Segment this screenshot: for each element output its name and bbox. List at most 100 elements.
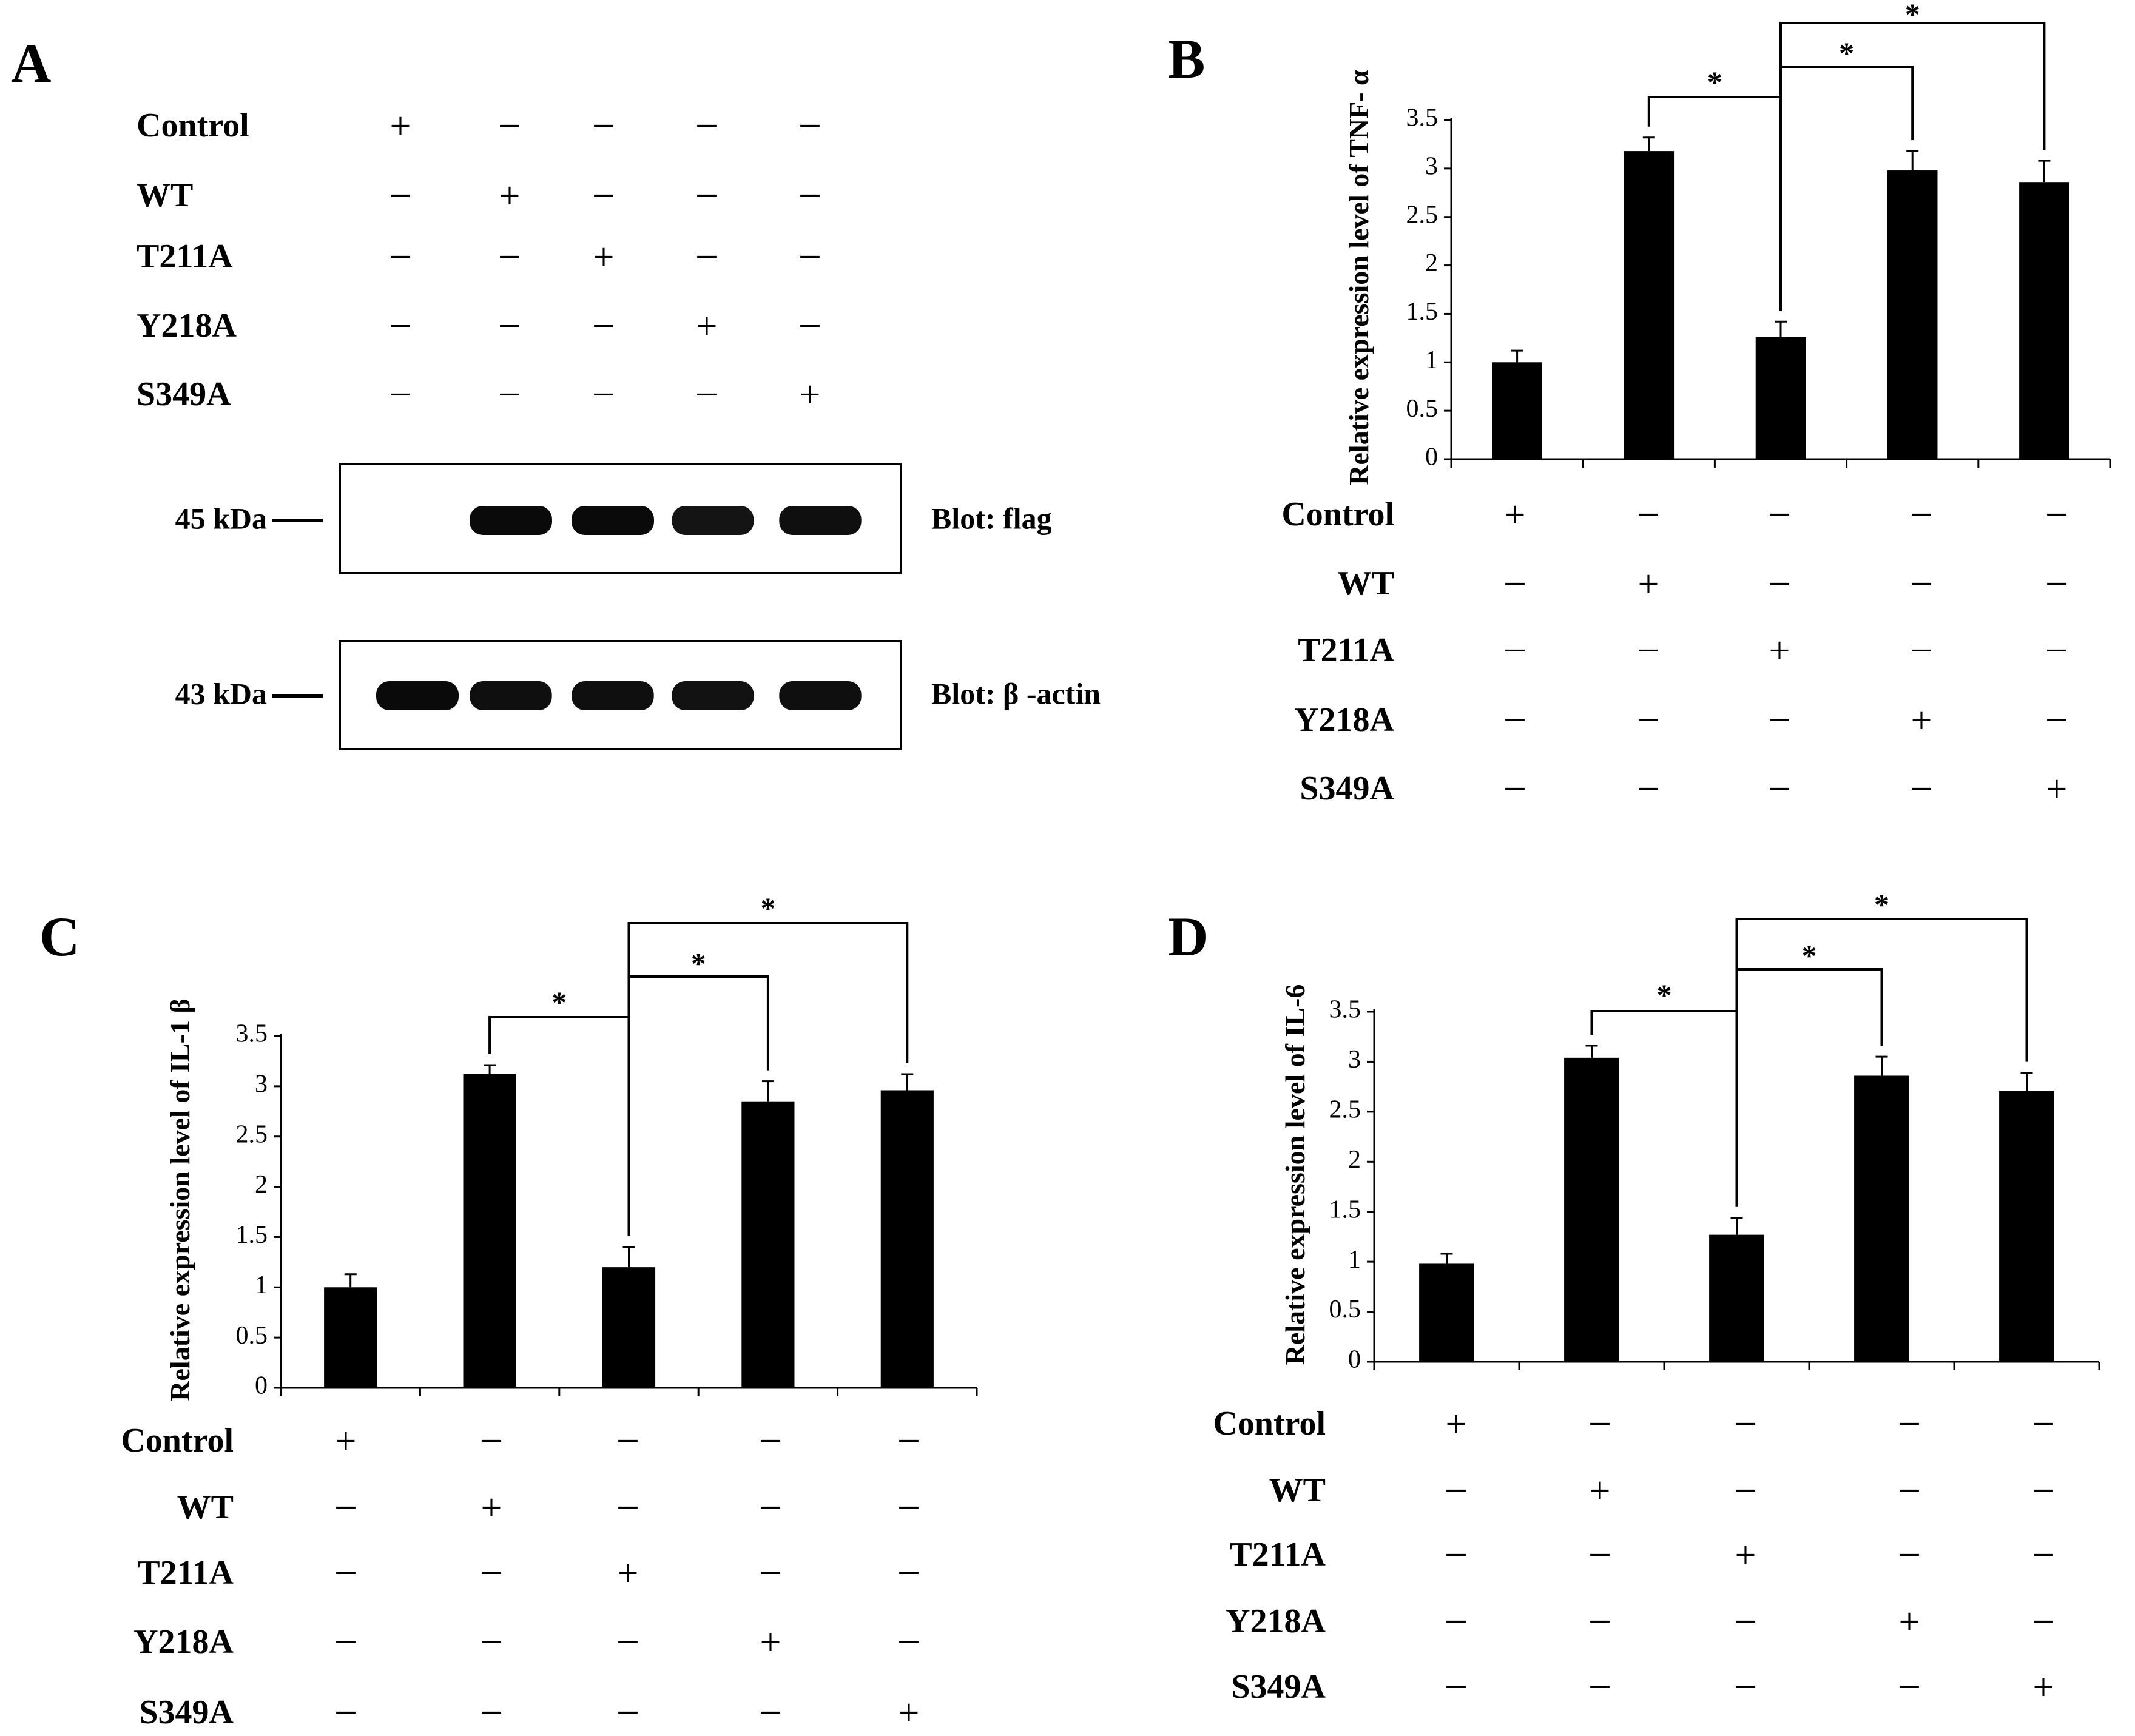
- panel-b-minus-mark: –: [1639, 491, 1659, 532]
- panel-b-minus-mark: –: [1639, 627, 1659, 668]
- panel-c-row-label: Control: [121, 1422, 234, 1459]
- panel-c-plus-mark: +: [481, 1487, 502, 1529]
- panel-d-minus-mark: –: [2034, 1531, 2054, 1572]
- y-tick-label: 3.5: [1329, 996, 1361, 1024]
- panel-a-minus-mark: –: [594, 302, 614, 343]
- panel-b-row-label: T211A: [1298, 631, 1394, 669]
- panel-b-minus-mark: –: [1770, 491, 1790, 532]
- panel-d-minus-mark: –: [1590, 1531, 1610, 1572]
- significance-star: *: [1707, 65, 1722, 99]
- panel-d-plus-mark: +: [1590, 1470, 1611, 1512]
- y-tick-label: 1.5: [1329, 1196, 1361, 1223]
- significance-star: *: [551, 985, 567, 1019]
- blot-band: [672, 681, 754, 710]
- bar-s349a: [1999, 1091, 2054, 1362]
- significance-star: *: [1905, 0, 1920, 31]
- y-tick-label: 0.5: [1329, 1296, 1361, 1324]
- blot-band: [779, 506, 862, 535]
- blot-band: [779, 681, 862, 710]
- panel-b-minus-mark: –: [1770, 765, 1790, 806]
- panel-c-minus-mark: –: [761, 1689, 781, 1730]
- y-tick-label: 2.5: [1329, 1095, 1361, 1123]
- panel-b: B 0 0.5 1 1.5 2 2.5 3 3.5 Relative expression lev…: [1168, 0, 2111, 810]
- bar-wt: [463, 1074, 516, 1388]
- panel-d-minus-mark: –: [1590, 1598, 1610, 1639]
- panel-c-row-label: Y218A: [133, 1623, 234, 1661]
- panel-c-minus-mark: –: [336, 1549, 356, 1590]
- panel-c-minus-mark: –: [618, 1417, 638, 1458]
- panel-c-minus-mark: –: [482, 1417, 502, 1458]
- panel-d-minus-mark: –: [1900, 1467, 1920, 1508]
- blot-label: Blot: flag: [931, 501, 1052, 535]
- y-tick-label: 1.5: [1406, 298, 1439, 326]
- panel-d-minus-mark: –: [1590, 1663, 1610, 1704]
- panel-letter-b: B: [1168, 28, 1205, 90]
- significance-star: *: [1802, 938, 1817, 972]
- panel-letter-d: D: [1168, 906, 1208, 967]
- panel-b-plus-mark: +: [1769, 630, 1790, 671]
- panel-b-minus-mark: –: [1505, 627, 1525, 668]
- panel-c-minus-mark: –: [899, 1618, 919, 1660]
- bar-y218a: [1887, 170, 1938, 459]
- panel-c-minus-mark: –: [482, 1549, 502, 1590]
- panel-a-minus-mark: –: [391, 233, 411, 274]
- blot-band: [470, 681, 552, 710]
- significance-star: *: [760, 891, 775, 925]
- panel-c-plus-mark: +: [336, 1421, 357, 1462]
- panel-c-minus-mark: –: [761, 1549, 781, 1590]
- panel-d-minus-mark: –: [1446, 1663, 1466, 1704]
- significance-bracket: [1735, 918, 2028, 1207]
- panel-d: D 0 0.5 1 1.5 2 2.5 3 3.5 Relative expression lev…: [1168, 887, 2100, 1708]
- y-tick-label: 2.5: [1406, 201, 1439, 229]
- panel-a-row-label: S349A: [137, 375, 231, 413]
- panel-a-minus-mark: –: [697, 233, 717, 274]
- panel-b-row-label: WT: [1338, 565, 1394, 602]
- panel-d-minus-mark: –: [1590, 1400, 1610, 1441]
- panel-a-minus-mark: –: [500, 233, 520, 274]
- panel-c-minus-mark: –: [336, 1689, 356, 1730]
- bar-t211a: [1755, 337, 1806, 459]
- panel-b-plus-mark: +: [1505, 494, 1526, 536]
- panel-a-minus-mark: –: [697, 371, 717, 412]
- blot-band: [572, 681, 654, 710]
- panel-a-minus-mark: –: [391, 302, 411, 343]
- panel-d-minus-mark: –: [1446, 1531, 1466, 1572]
- kda-marker-label: 45 kDa: [175, 501, 267, 535]
- y-tick-label: 1: [255, 1271, 268, 1299]
- y-tick-label: 1.5: [236, 1221, 268, 1249]
- panel-b-minus-mark: –: [1912, 765, 1932, 806]
- panel-b-minus-mark: –: [1912, 627, 1932, 668]
- panel-d-row-label: Y218A: [1226, 1603, 1326, 1640]
- panel-a-plus-mark: +: [390, 106, 411, 147]
- bar-control: [1419, 1263, 1474, 1362]
- panel-b-minus-mark: –: [2047, 491, 2067, 532]
- panel-c-minus-mark: –: [761, 1417, 781, 1458]
- y-axis-title: Relative expression level of IL-1 β: [164, 998, 195, 1401]
- panel-b-minus-mark: –: [2047, 696, 2067, 738]
- panel-d-minus-mark: –: [1900, 1663, 1920, 1704]
- panel-b-minus-mark: –: [1639, 765, 1659, 806]
- panel-letter-c: C: [39, 906, 79, 967]
- panel-d-minus-mark: –: [1736, 1663, 1756, 1704]
- panel-d-row-label: S349A: [1231, 1668, 1326, 1706]
- blot-label: Blot: β -actin: [931, 676, 1101, 710]
- y-tick-label: 3: [255, 1070, 268, 1098]
- y-tick-label: 2.5: [236, 1120, 268, 1148]
- panel-d-plus-mark: +: [1735, 1535, 1756, 1576]
- y-tick-label: 0.5: [1406, 395, 1439, 423]
- panel-d-row-label: Control: [1213, 1405, 1326, 1442]
- panel-c-minus-mark: –: [482, 1689, 502, 1730]
- panel-a-minus-mark: –: [391, 371, 411, 412]
- panel-a-plus-mark: +: [499, 175, 521, 217]
- panel-a-minus-mark: –: [800, 172, 820, 213]
- bar-control: [324, 1287, 377, 1388]
- panel-b-minus-mark: –: [1639, 696, 1659, 738]
- y-axis-title: Relative expression level of TNF- α: [1343, 70, 1374, 485]
- y-tick-label: 3.5: [1406, 104, 1439, 132]
- panel-b-minus-mark: –: [1505, 765, 1525, 806]
- panel-c-minus-mark: –: [761, 1484, 781, 1525]
- bar-y218a: [741, 1101, 795, 1388]
- panel-c-minus-mark: –: [336, 1618, 356, 1660]
- panel-d-minus-mark: –: [1900, 1531, 1920, 1572]
- panel-a-minus-mark: –: [800, 233, 820, 274]
